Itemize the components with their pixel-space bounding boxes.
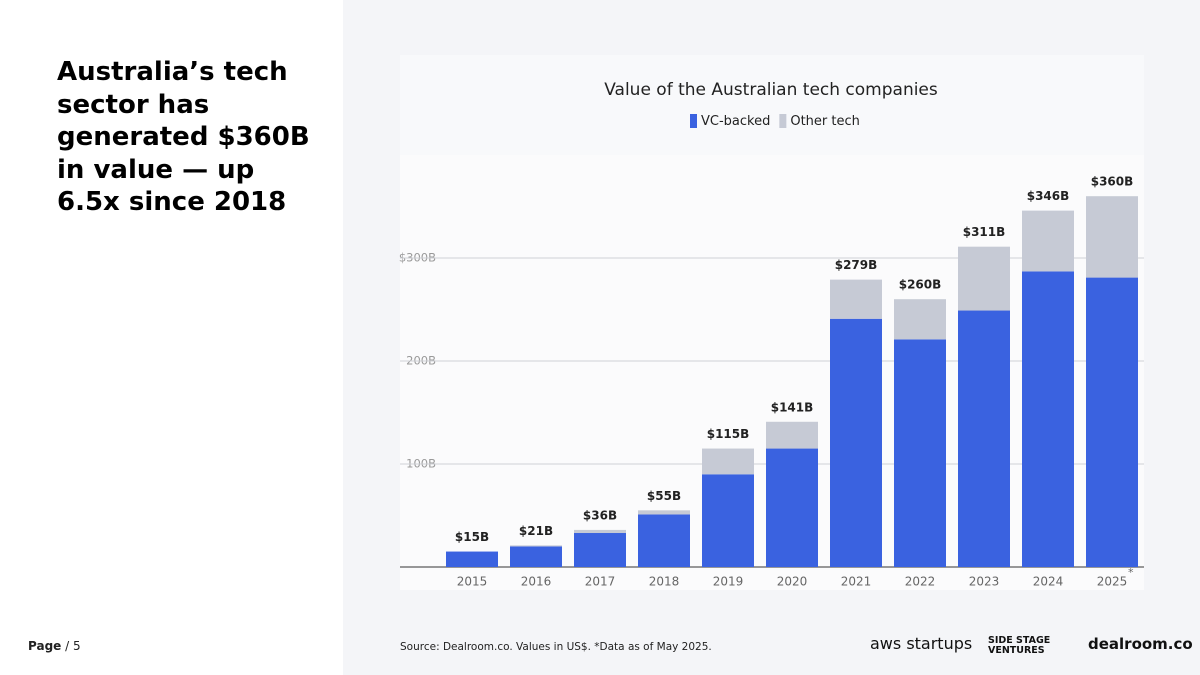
- headline: Australia’s tech sector has generated $360…: [57, 56, 310, 219]
- page-label: Page: [28, 639, 62, 653]
- total-label: $141B: [771, 400, 814, 414]
- headline-line: generated $360B: [57, 122, 310, 152]
- total-label: $15B: [455, 530, 489, 544]
- source-note: Source: Dealroom.co. Values in US$. *Dat…: [400, 641, 712, 653]
- x-tick-label: 2024: [1033, 575, 1064, 589]
- legend-swatch: [779, 114, 787, 128]
- total-label: $21B: [519, 524, 553, 538]
- bar-segment: [958, 246, 1010, 311]
- headline-line: Australia’s tech: [57, 57, 288, 87]
- bar-segment: [446, 551, 498, 567]
- bar-segment: [894, 339, 946, 567]
- bar-segment: [574, 529, 626, 534]
- bar-segment: [1086, 277, 1138, 567]
- bar-segment: [702, 474, 754, 567]
- x-tick-label: 2023: [969, 575, 1000, 589]
- bar-segment: [1022, 210, 1074, 272]
- bar-segment: [638, 510, 690, 515]
- total-label: $311B: [963, 225, 1006, 239]
- note-mark: *: [1128, 566, 1134, 579]
- page-number: / 5: [65, 639, 81, 653]
- x-tick-label: 2018: [649, 575, 680, 589]
- total-label: $346B: [1027, 189, 1070, 203]
- bar-segment: [894, 299, 946, 340]
- legend-swatch: [690, 114, 697, 128]
- bar-segment: [766, 448, 818, 567]
- bar-segment: [766, 421, 818, 449]
- dealroom-logo: dealroom.co: [1088, 635, 1193, 653]
- bar-segment: [702, 448, 754, 475]
- total-label: $115B: [707, 427, 750, 441]
- bar-segment: [830, 279, 882, 319]
- bar-segment: [958, 310, 1010, 567]
- x-tick-label: 2022: [905, 575, 936, 589]
- x-tick-label: 2019: [713, 575, 744, 589]
- total-label: $360B: [1091, 175, 1134, 189]
- total-label: $36B: [583, 508, 617, 522]
- bar-segment: [830, 318, 882, 567]
- headline-line: 6.5x since 2018: [57, 187, 287, 217]
- x-tick-label: 2017: [585, 575, 616, 589]
- x-tick-label: 2020: [777, 575, 808, 589]
- side-stage-logo: SIDE STAGE VENTURES: [988, 636, 1050, 656]
- bar-segment: [510, 545, 562, 547]
- chart-title: Value of the Australian tech companies: [604, 80, 938, 100]
- bar-segment: [510, 546, 562, 567]
- logo-line: SIDE STAGE: [988, 635, 1051, 646]
- legend-label: Other tech: [790, 114, 860, 129]
- bar-segment: [638, 514, 690, 567]
- page-indicator: Page / 5: [28, 639, 81, 653]
- chart: Value of the Australian tech companies V…: [398, 80, 1144, 589]
- x-tick-label: 2015: [457, 575, 488, 589]
- total-label: $279B: [835, 258, 878, 272]
- left-panel: Australia’s tech sector has generated $360…: [0, 0, 343, 675]
- total-label: $260B: [899, 278, 942, 292]
- legend-label: VC-backed: [701, 114, 770, 129]
- bar-segment: [574, 533, 626, 567]
- x-tick-label: 2025: [1097, 575, 1128, 589]
- x-tick-label: 2021: [841, 575, 872, 589]
- total-label: $55B: [647, 489, 681, 503]
- headline-line: sector has: [57, 89, 210, 120]
- bar-segment: [1022, 271, 1074, 567]
- aws-logo: aws startups: [870, 634, 973, 653]
- logo-line: VENTURES: [988, 645, 1045, 656]
- headline-line: in value — up: [57, 154, 255, 185]
- bar-segment: [1086, 196, 1138, 278]
- x-tick-label: 2016: [521, 575, 552, 589]
